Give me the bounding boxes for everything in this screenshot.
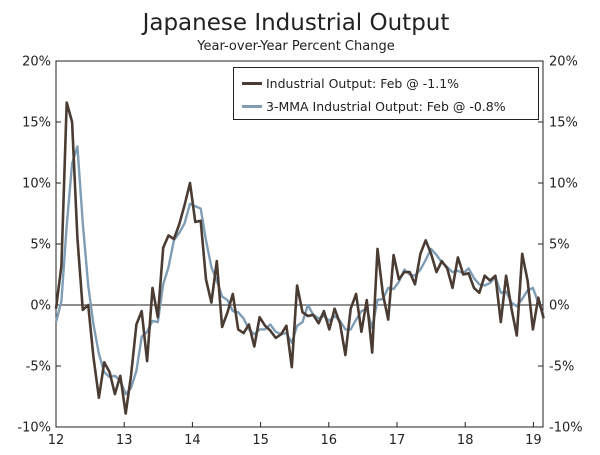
legend-swatch-3mma [242,104,262,108]
x-tick-label: 13 [116,433,133,448]
y-tick-label-left: -5% [26,360,51,375]
x-tick-label: 14 [184,433,201,448]
y-tick-label-left: -10% [17,421,51,436]
y-tick-label-right: -5% [549,360,574,375]
y-axis-left: 20% 15% 10% 5% 0% -5% -10% [17,55,61,436]
x-tick-label: 16 [321,433,338,448]
y-tick-label-right: 15% [549,116,578,131]
series-line-3mma [54,145,545,396]
x-tick-label: 15 [252,433,269,448]
y-tick-label-left: 5% [30,238,51,253]
legend: Industrial Output: Feb @ -1.1% 3-MMA Ind… [233,67,539,120]
series-layer [54,101,545,415]
y-tick-label-left: 0% [30,299,51,314]
y-axis-right: 20% 15% 10% 5% 0% -5% -10% [538,55,583,436]
y-tick-label-right: 10% [549,177,578,192]
y-tick-label-left: 20% [22,55,51,70]
legend-swatch-industrial-output [242,81,262,85]
x-axis: 12 13 14 15 16 17 18 19 [48,422,542,448]
chart-subtitle: Year-over-Year Percent Change [196,39,394,54]
x-tick-label: 19 [525,433,542,448]
legend-entry-industrial-output: Industrial Output: Feb @ -1.1% [242,74,459,92]
x-tick-label: 18 [457,433,474,448]
legend-label-3mma: 3-MMA Industrial Output: Feb @ -0.8% [266,98,506,114]
y-tick-label-right: 20% [549,55,578,70]
x-tick-label: 12 [48,433,65,448]
y-tick-label-right: 0% [549,299,570,314]
y-tick-label-right: 5% [549,238,570,253]
y-tick-label-right: -10% [549,421,583,436]
legend-label-industrial-output: Industrial Output: Feb @ -1.1% [266,75,460,91]
series-line-industrial-output [54,101,545,415]
y-tick-label-left: 10% [22,177,51,192]
chart-title: Japanese Industrial Output [141,10,450,36]
y-tick-label-left: 15% [22,116,51,131]
x-tick-label: 17 [389,433,406,448]
legend-entry-3mma: 3-MMA Industrial Output: Feb @ -0.8% [242,97,506,115]
